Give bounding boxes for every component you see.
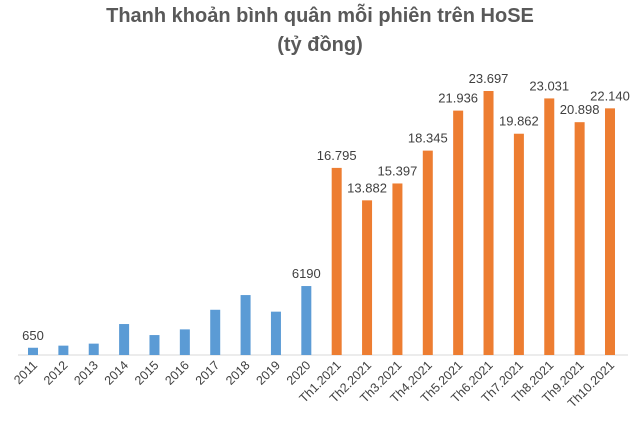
bar-2018 — [240, 295, 251, 355]
x-tick-label: 2018 — [223, 358, 253, 388]
bar-2020 — [301, 286, 312, 355]
x-tick-label: 2017 — [193, 358, 223, 388]
x-tick-label: 2012 — [41, 358, 71, 388]
bar-Th7.2021 — [513, 133, 524, 355]
data-label: 13.882 — [347, 180, 387, 195]
chart-subtitle: (tỷ đồng) — [277, 34, 363, 56]
bar-Th2.2021 — [362, 200, 373, 355]
bar-2011 — [28, 347, 38, 355]
data-label: 16.795 — [317, 148, 357, 163]
x-tick-label: 2011 — [11, 358, 40, 387]
data-label: 23.031 — [529, 78, 569, 93]
x-tick-label: 2013 — [71, 358, 101, 388]
bar-Th5.2021 — [453, 110, 464, 355]
data-label: 20.898 — [560, 102, 600, 117]
chart-title: Thanh khoản bình quân mỗi phiên trên HoS… — [106, 3, 534, 27]
data-label: 18.345 — [408, 131, 448, 146]
bar-Th4.2021 — [422, 150, 433, 355]
bar-Th10.2021 — [605, 108, 615, 355]
x-tick-label: 2014 — [102, 358, 132, 388]
bar-Th8.2021 — [544, 98, 555, 355]
data-label: 15.397 — [378, 163, 418, 178]
data-label: 650 — [22, 328, 44, 343]
bar-2014 — [119, 324, 130, 355]
bar-2015 — [149, 335, 160, 355]
bar-2017 — [210, 309, 221, 355]
x-tick-label: 2016 — [162, 358, 192, 388]
data-label: 6190 — [292, 266, 321, 281]
bar-2013 — [88, 343, 99, 355]
bar-Th1.2021 — [331, 167, 342, 355]
bar-Th6.2021 — [483, 91, 494, 355]
x-tick-label: 2015 — [132, 358, 162, 388]
x-tick-label: 2019 — [254, 358, 284, 388]
bar-Th3.2021 — [392, 183, 403, 355]
bar-Th9.2021 — [574, 122, 585, 355]
bar-2019 — [270, 311, 281, 355]
bar-2016 — [179, 329, 190, 355]
data-label: 23.697 — [469, 71, 509, 86]
data-label: 22.140 — [590, 88, 630, 103]
data-label: 21.936 — [438, 91, 478, 106]
bar-2012 — [58, 345, 69, 355]
data-label: 19.862 — [499, 114, 539, 129]
